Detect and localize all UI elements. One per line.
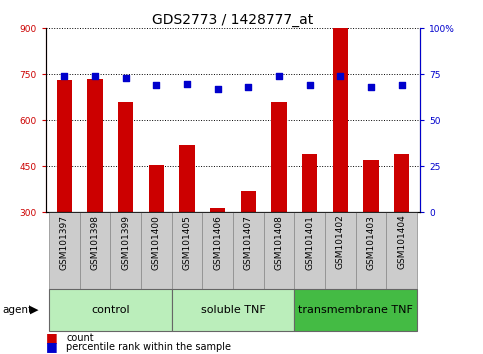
- Text: soluble TNF: soluble TNF: [200, 305, 266, 315]
- Bar: [57, 80, 72, 304]
- Text: agent: agent: [2, 305, 32, 315]
- Text: GSM101406: GSM101406: [213, 215, 222, 269]
- Bar: [264, 212, 295, 289]
- Text: GSM101402: GSM101402: [336, 215, 345, 269]
- Bar: [394, 154, 410, 304]
- Point: [153, 82, 160, 88]
- Text: ■: ■: [46, 340, 57, 353]
- Text: GSM101401: GSM101401: [305, 215, 314, 269]
- Bar: [233, 212, 264, 289]
- Bar: [149, 165, 164, 304]
- Bar: [171, 212, 202, 289]
- Bar: [171, 289, 295, 331]
- Point: [275, 73, 283, 79]
- Text: ▶: ▶: [30, 305, 39, 315]
- Point: [398, 82, 406, 88]
- Text: GSM101400: GSM101400: [152, 215, 161, 269]
- Bar: [241, 191, 256, 304]
- Bar: [49, 212, 80, 289]
- Text: transmembrane TNF: transmembrane TNF: [298, 305, 413, 315]
- Bar: [295, 289, 417, 331]
- Bar: [295, 212, 325, 289]
- Bar: [110, 212, 141, 289]
- Bar: [210, 208, 226, 304]
- Point: [183, 81, 191, 86]
- Bar: [325, 212, 356, 289]
- Text: control: control: [91, 305, 129, 315]
- Point: [244, 84, 252, 90]
- Text: count: count: [66, 333, 94, 343]
- Bar: [386, 212, 417, 289]
- Text: percentile rank within the sample: percentile rank within the sample: [66, 342, 231, 352]
- Text: GSM101408: GSM101408: [274, 215, 284, 269]
- Text: GSM101403: GSM101403: [367, 215, 376, 269]
- Text: GSM101399: GSM101399: [121, 215, 130, 270]
- Point: [306, 82, 313, 88]
- Point: [367, 84, 375, 90]
- Bar: [302, 154, 317, 304]
- Text: GSM101404: GSM101404: [398, 215, 406, 269]
- Bar: [141, 212, 171, 289]
- Point: [60, 73, 68, 79]
- Bar: [271, 102, 287, 304]
- Text: GSM101405: GSM101405: [183, 215, 192, 269]
- Point: [337, 73, 344, 79]
- Bar: [202, 212, 233, 289]
- Bar: [87, 79, 103, 304]
- Point: [91, 73, 99, 79]
- Text: GSM101397: GSM101397: [60, 215, 69, 270]
- Point: [214, 86, 222, 92]
- Text: ■: ■: [46, 331, 57, 344]
- Title: GDS2773 / 1428777_at: GDS2773 / 1428777_at: [153, 13, 313, 27]
- Bar: [179, 145, 195, 304]
- Bar: [49, 289, 171, 331]
- Bar: [333, 28, 348, 304]
- Text: GSM101407: GSM101407: [244, 215, 253, 269]
- Bar: [118, 102, 133, 304]
- Text: GSM101398: GSM101398: [90, 215, 99, 270]
- Point: [122, 75, 129, 81]
- Bar: [356, 212, 386, 289]
- Bar: [80, 212, 110, 289]
- Bar: [363, 160, 379, 304]
